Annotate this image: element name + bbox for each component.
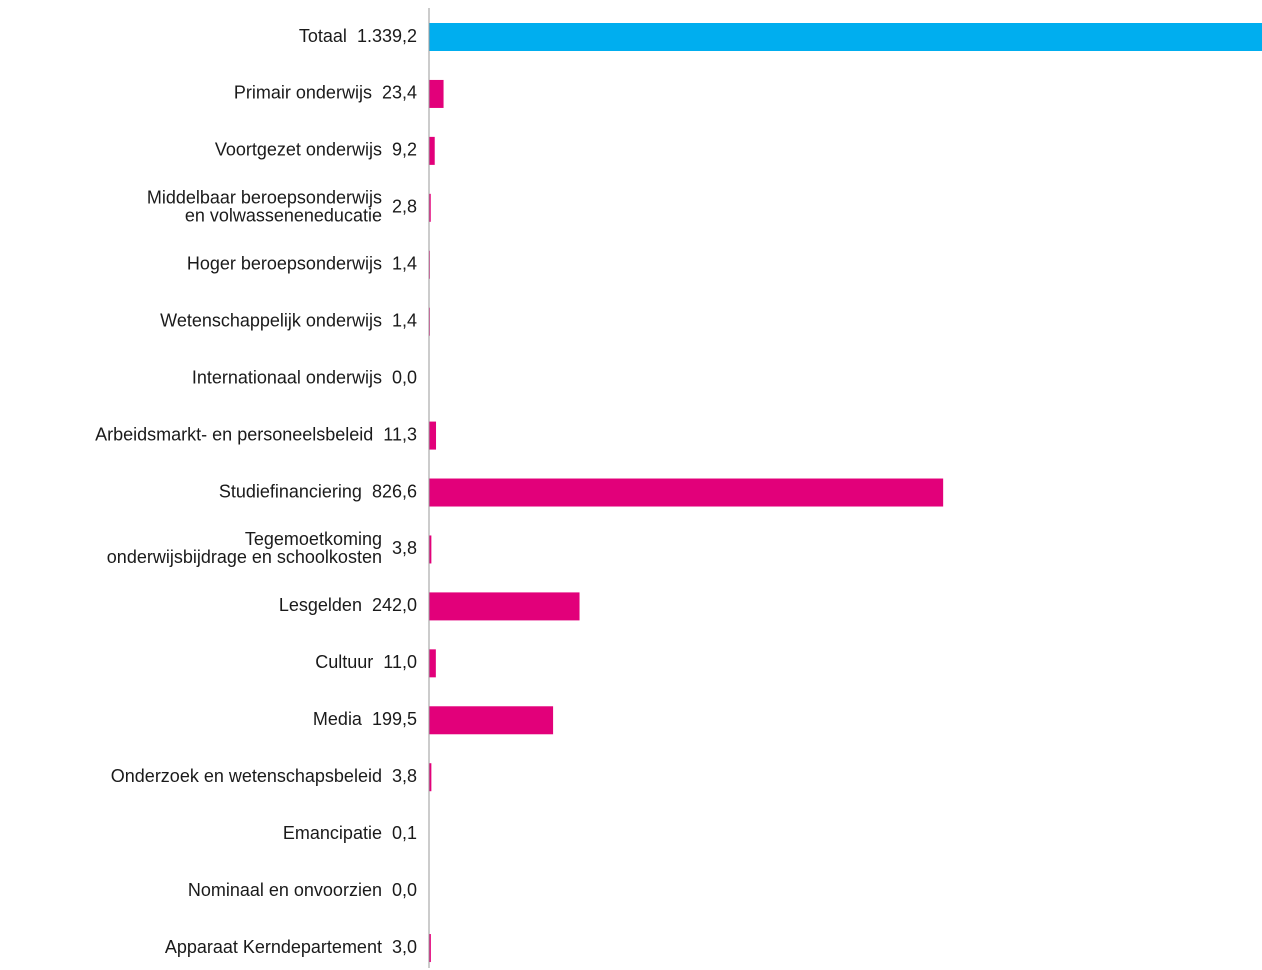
bar-8	[429, 479, 943, 507]
bar-11	[429, 649, 436, 677]
category-label: Tegemoetkoming	[245, 529, 382, 549]
value-label: 2,8	[392, 197, 417, 217]
category-label: Totaal	[299, 26, 347, 46]
value-label: 9,2	[392, 140, 417, 160]
value-label: 1,4	[392, 254, 417, 274]
category-label: Wetenschappelijk onderwijs	[160, 310, 382, 330]
category-label: Apparaat Kerndepartement	[165, 937, 382, 957]
bar-2	[429, 137, 435, 165]
category-label: Arbeidsmarkt- en personeelsbeleid	[95, 424, 373, 444]
category-label: Media	[313, 709, 363, 729]
value-label: 0,0	[392, 880, 417, 900]
bar-12	[429, 706, 553, 734]
value-label: 242,0	[372, 595, 417, 615]
value-label: 3,8	[392, 538, 417, 558]
value-label: 199,5	[372, 709, 417, 729]
bar-7	[429, 422, 436, 450]
bar-10	[429, 592, 580, 620]
category-label: Lesgelden	[279, 595, 362, 615]
category-label: Emancipatie	[283, 823, 382, 843]
value-label: 11,3	[383, 424, 417, 444]
value-label: 1.339,2	[357, 26, 417, 46]
value-label: 1,4	[392, 310, 417, 330]
category-label: Voortgezet onderwijs	[215, 140, 382, 160]
category-label: Studiefinanciering	[219, 481, 362, 501]
category-label: Internationaal onderwijs	[192, 367, 382, 387]
value-label: 826,6	[372, 481, 417, 501]
category-label: Primair onderwijs	[234, 83, 372, 103]
category-label: Cultuur	[315, 652, 373, 672]
value-label: 0,1	[392, 823, 417, 843]
value-label: 0,0	[392, 367, 417, 387]
category-label: Nominaal en onvoorzien	[188, 880, 382, 900]
category-label: onderwijsbijdrage en schoolkosten	[107, 547, 382, 567]
bar-0	[429, 23, 1262, 51]
category-label: Middelbaar beroepsonderwijs	[147, 188, 382, 208]
category-label: Hoger beroepsonderwijs	[187, 254, 382, 274]
value-label: 3,8	[392, 766, 417, 786]
bars-group	[429, 23, 1262, 962]
value-label: 11,0	[383, 652, 417, 672]
category-label: Onderzoek en wetenschapsbeleid	[111, 766, 382, 786]
value-label: 3,0	[392, 937, 417, 957]
bar-1	[429, 80, 444, 108]
category-label: en volwasseneneducatie	[185, 206, 382, 226]
value-label: 23,4	[382, 83, 417, 103]
labels-group: 1.339,2 Totaal 23,4 Primair onderwijs 9,2 Voo…	[95, 26, 417, 957]
